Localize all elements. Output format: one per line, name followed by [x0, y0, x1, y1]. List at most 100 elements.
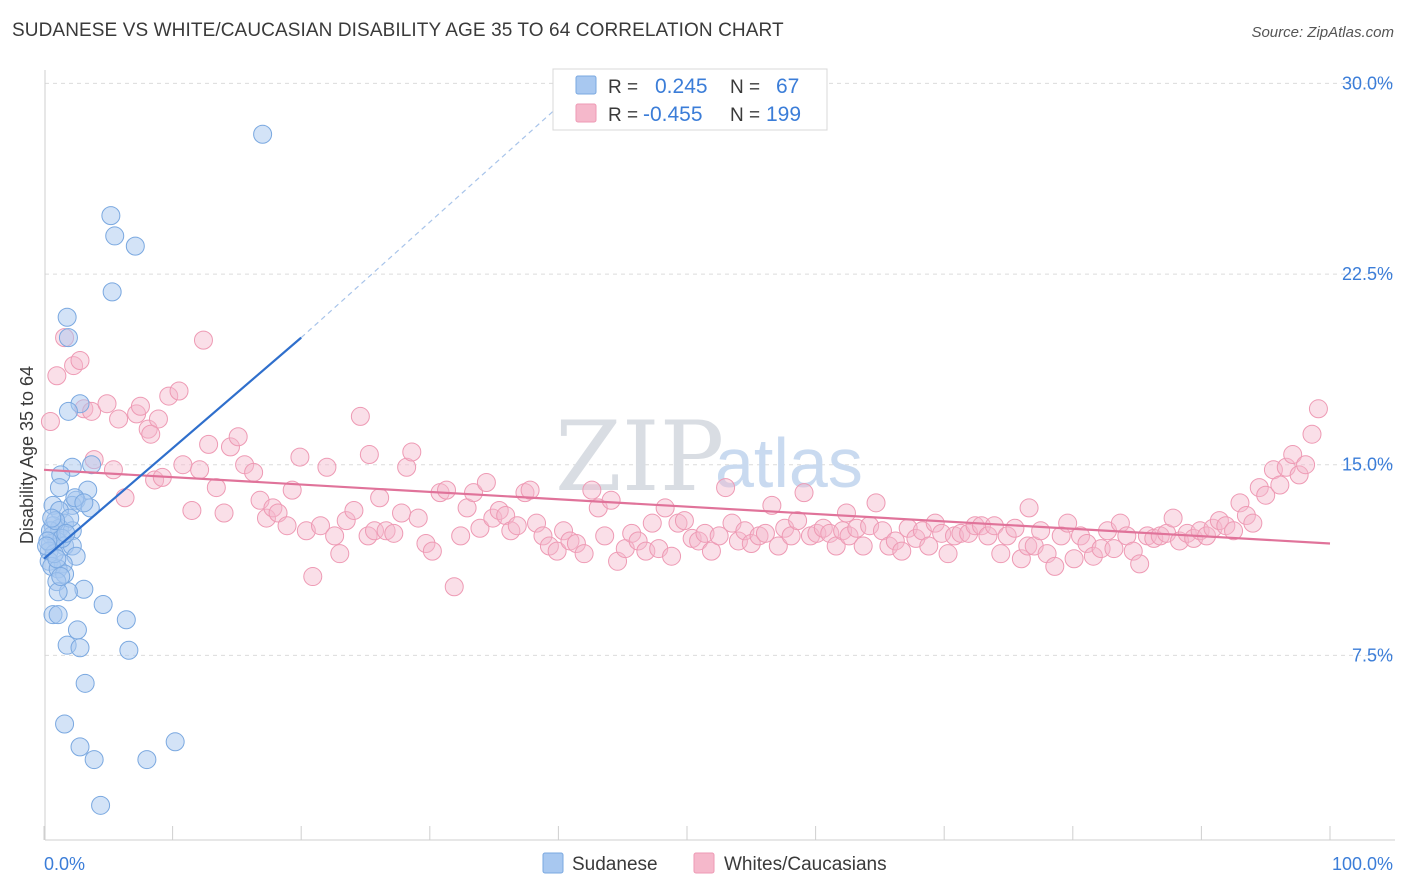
point-whites-caucasians	[451, 526, 471, 546]
point-whites-caucasians	[384, 523, 404, 543]
point-whites-caucasians	[1236, 506, 1256, 526]
point-whites-caucasians	[1019, 498, 1039, 518]
point-whites-caucasians	[159, 386, 179, 406]
point-whites-caucasians	[193, 330, 213, 350]
point-sudanese	[119, 640, 139, 660]
point-whites-caucasians	[533, 526, 553, 546]
point-whites-caucasians	[206, 478, 226, 498]
point-sudanese	[84, 750, 104, 770]
point-whites-caucasians	[836, 503, 856, 523]
point-whites-caucasians	[408, 508, 428, 528]
point-whites-caucasians	[141, 424, 161, 444]
point-whites-caucasians	[1243, 513, 1263, 533]
point-sudanese	[51, 567, 71, 587]
point-whites-caucasians	[1249, 478, 1269, 498]
point-whites-caucasians	[1051, 526, 1071, 546]
point-whites-caucasians	[476, 473, 496, 493]
point-whites-caucasians	[788, 511, 808, 531]
point-whites-caucasians	[1283, 445, 1303, 465]
point-whites-caucasians	[554, 521, 574, 541]
point-whites-caucasians	[290, 447, 310, 467]
point-whites-caucasians	[709, 526, 729, 546]
watermark-zip: ZIP	[555, 401, 724, 513]
stats-r-label-sudanese: R =	[608, 77, 638, 98]
point-whites-caucasians	[507, 516, 527, 536]
point-whites-caucasians	[109, 409, 129, 429]
point-whites-caucasians	[853, 536, 873, 556]
point-sudanese	[91, 795, 111, 815]
point-whites-caucasians	[1289, 465, 1309, 485]
point-sudanese	[102, 282, 122, 302]
point-whites-caucasians	[1077, 534, 1097, 554]
watermark: ZIP atlas	[555, 401, 863, 513]
point-whites-caucasians	[1083, 546, 1103, 566]
point-whites-caucasians	[1209, 511, 1229, 531]
point-whites-caucasians	[741, 534, 761, 554]
point-whites-caucasians	[997, 526, 1017, 546]
y-tick-label: 7.5%	[1352, 645, 1393, 665]
point-whites-caucasians	[1018, 536, 1038, 556]
point-whites-caucasians	[547, 541, 567, 561]
point-whites-caucasians	[359, 445, 379, 465]
point-whites-caucasians	[402, 442, 422, 462]
stats-swatch-sudanese	[575, 75, 597, 95]
point-sudanese	[37, 536, 57, 556]
point-whites-caucasians	[1308, 399, 1328, 419]
point-whites-caucasians	[64, 356, 84, 376]
point-whites-caucasians	[885, 531, 905, 551]
point-sudanese	[49, 478, 69, 498]
point-sudanese	[137, 750, 157, 770]
legend: Sudanese Whites/Caucasians	[542, 852, 887, 875]
point-whites-caucasians	[303, 567, 323, 587]
point-whites-caucasians	[344, 500, 364, 520]
point-sudanese	[58, 328, 78, 348]
point-whites-caucasians	[1011, 549, 1031, 569]
point-whites-caucasians	[173, 455, 193, 475]
point-whites-caucasians	[370, 488, 390, 508]
point-whites-caucasians	[317, 457, 337, 477]
point-whites-caucasians	[735, 521, 755, 541]
x-tick-labels: 0.0% 100.0%	[44, 854, 1393, 874]
grid-lines	[45, 82, 1395, 656]
point-whites-caucasians	[470, 518, 490, 538]
point-whites-caucasians	[256, 508, 276, 528]
point-whites-caucasians	[296, 521, 316, 541]
point-sudanese	[74, 493, 94, 513]
point-whites-caucasians	[130, 396, 150, 416]
stats-box: R = 0.245 N = 67 R = -0.455 N = 199	[552, 68, 828, 131]
point-whites-caucasians	[991, 544, 1011, 564]
point-whites-caucasians	[1230, 493, 1250, 513]
point-whites-caucasians	[214, 503, 234, 523]
point-whites-caucasians	[97, 394, 117, 414]
stats-swatch-whites	[575, 103, 597, 123]
x-tick-label: 0.0%	[44, 854, 85, 874]
point-sudanese	[47, 549, 67, 569]
point-whites-caucasians	[1123, 541, 1143, 561]
point-whites-caucasians	[1170, 531, 1190, 551]
legend-swatch-whites	[693, 852, 715, 874]
point-sudanese	[57, 307, 77, 327]
point-whites-caucasians	[833, 521, 853, 541]
point-sudanese	[70, 737, 90, 757]
trend-lines	[43, 82, 1331, 560]
y-axis-label: Disability Age 35 to 64	[17, 366, 37, 544]
stats-box-frame	[552, 68, 828, 131]
point-whites-caucasians	[1064, 549, 1084, 569]
point-whites-caucasians	[392, 503, 412, 523]
point-whites-caucasians	[365, 521, 385, 541]
point-whites-caucasians	[1270, 475, 1290, 495]
point-whites-caucasians	[244, 462, 264, 482]
point-whites-caucasians	[330, 544, 350, 564]
trend-line-sudanese	[43, 336, 302, 560]
point-whites-caucasians	[282, 480, 302, 500]
point-whites-caucasians	[182, 500, 202, 520]
point-whites-caucasians	[566, 534, 586, 554]
point-whites-caucasians	[642, 513, 662, 533]
stats-n-value-whites: 199	[766, 103, 801, 126]
point-whites-caucasians	[938, 544, 958, 564]
point-whites-caucasians	[1296, 455, 1316, 475]
point-whites-caucasians	[416, 534, 436, 554]
point-whites-caucasians	[1071, 526, 1091, 546]
point-whites-caucasians	[582, 480, 602, 500]
